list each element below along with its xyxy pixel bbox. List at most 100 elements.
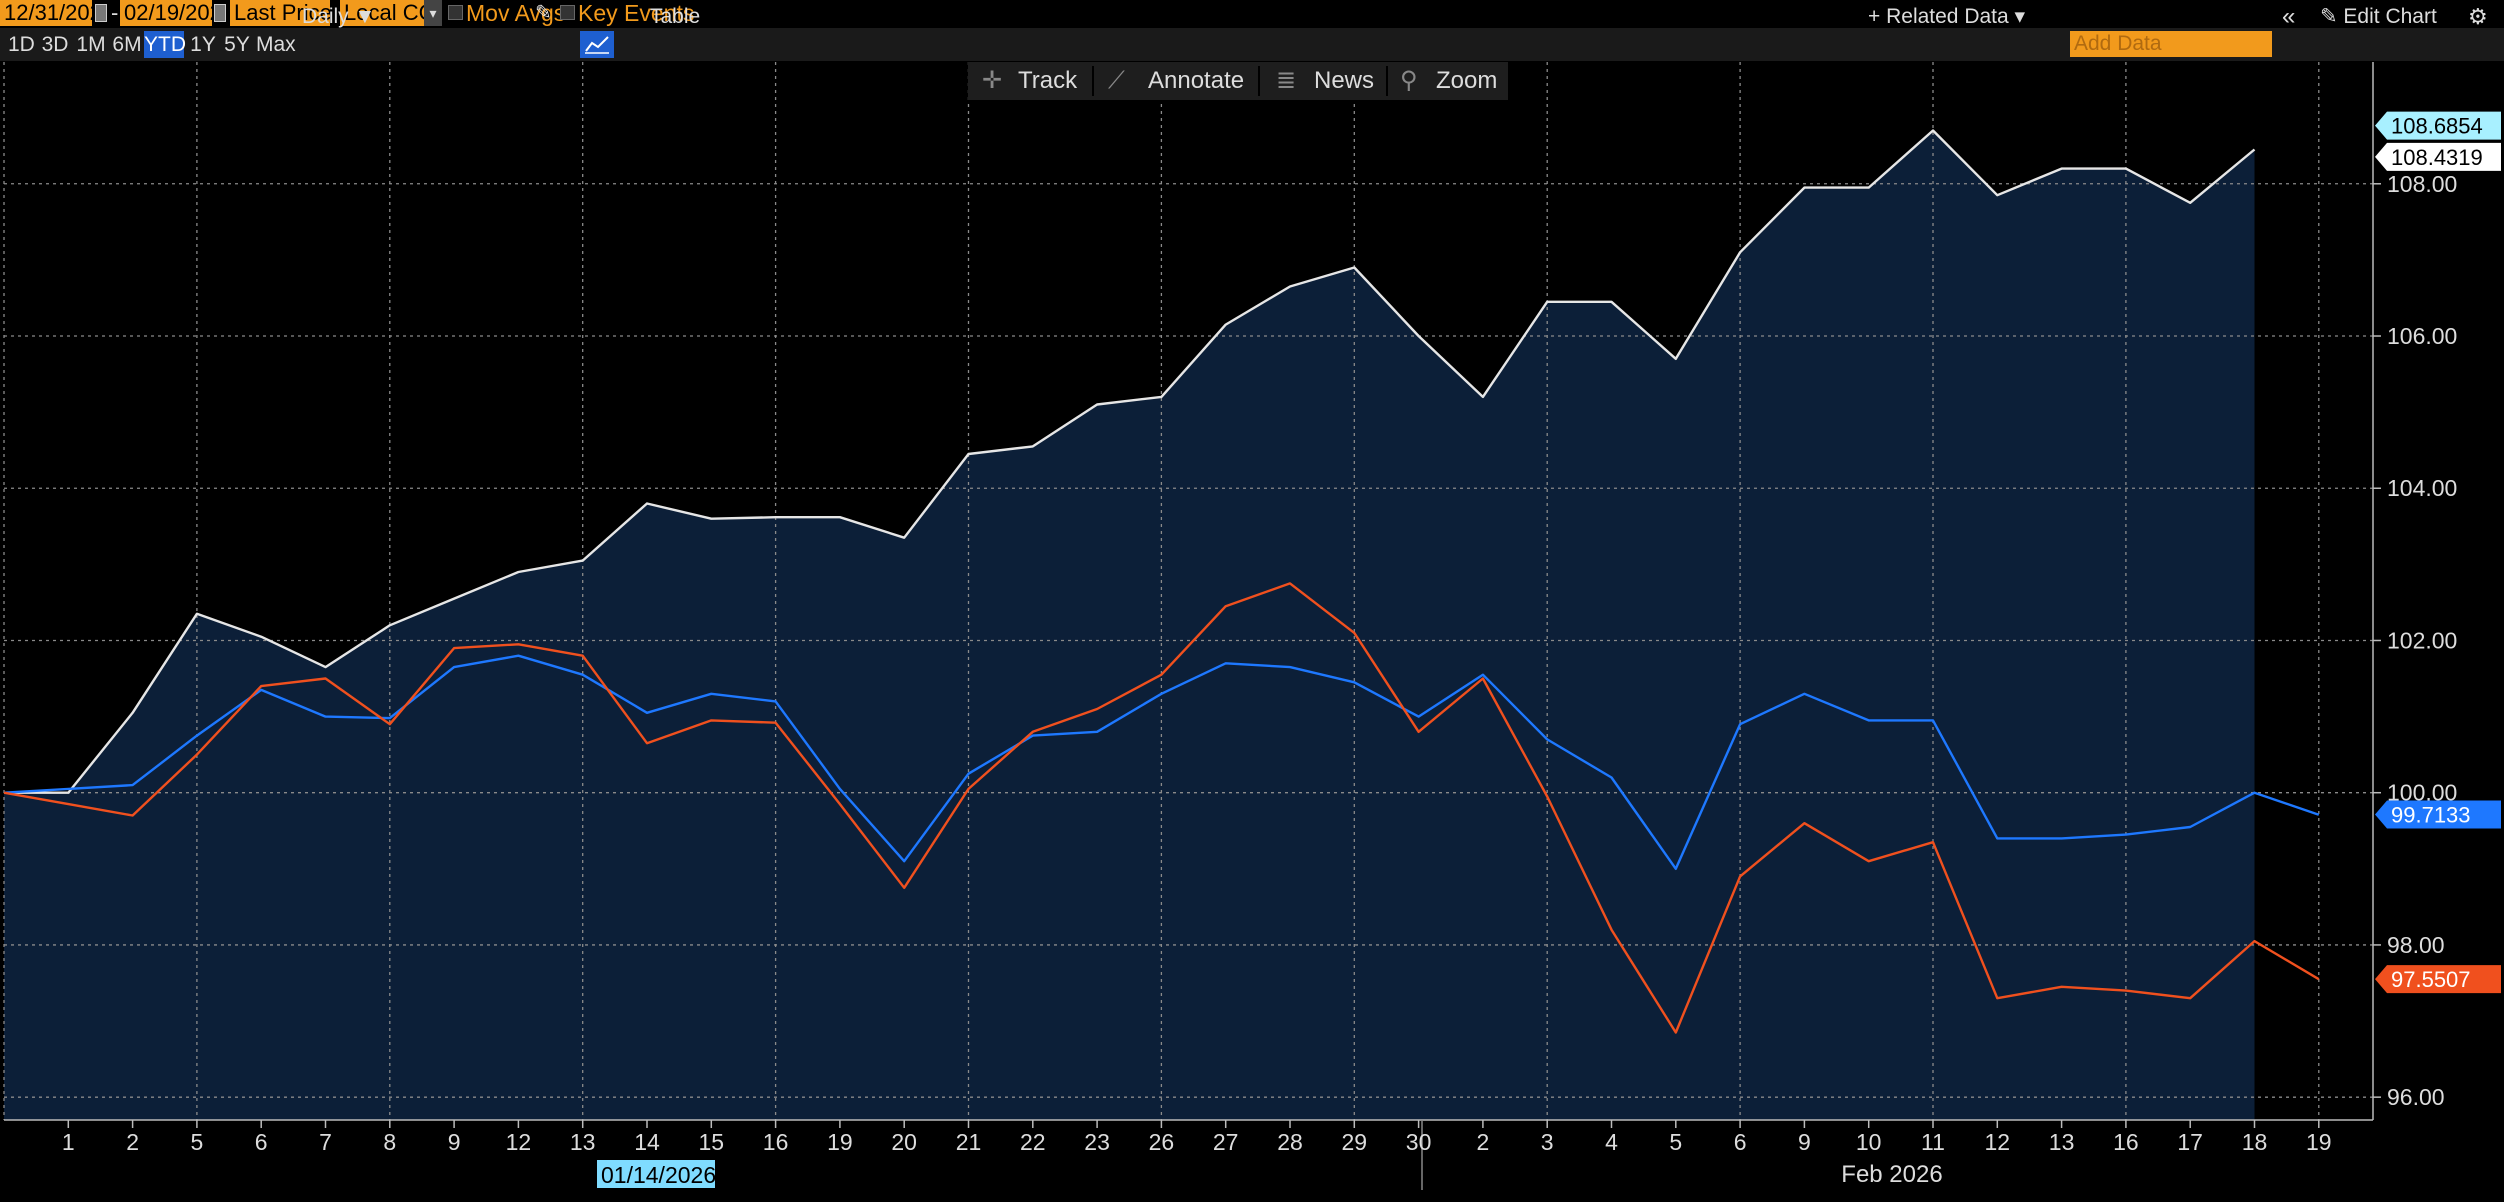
y-tick-label: 102.00 xyxy=(2387,627,2457,653)
x-tick-label: 14 xyxy=(634,1129,660,1155)
cursor-label-bg xyxy=(597,1160,715,1188)
price-tag-high-bg xyxy=(2375,111,2501,140)
x-tick-label: 19 xyxy=(827,1129,853,1155)
series-line-blue xyxy=(3,654,2320,870)
zoom-icon: ⚲ xyxy=(1400,67,1418,94)
price-tag-high: 108.6854 xyxy=(2391,114,2483,139)
price-tag-blue-bg xyxy=(2375,800,2501,829)
chevron-down-icon[interactable]: ▾ xyxy=(424,0,442,26)
mov-avgs-checkbox[interactable] xyxy=(448,5,463,20)
key-events-label[interactable]: Key Events xyxy=(578,0,695,26)
x-tick-label: 9 xyxy=(1798,1129,1811,1155)
mov-avgs-label[interactable]: Mov Avgs xyxy=(466,0,566,26)
x-tick-label: 23 xyxy=(1084,1129,1110,1155)
range-button-ytd[interactable]: YTD xyxy=(144,31,186,58)
x-tick-label: 6 xyxy=(1734,1129,1747,1155)
chart-tools: ✛ Track ⟋ Annotate ≣ News ⚲ Zoom xyxy=(968,62,1508,100)
x-tick-label: 26 xyxy=(1149,1129,1175,1155)
y-tick-label: 98.00 xyxy=(2387,932,2445,958)
x-tick-label: 9 xyxy=(448,1129,461,1155)
x-tick-label: 2 xyxy=(1477,1129,1490,1155)
x-tick-label: 5 xyxy=(1669,1129,1682,1155)
x-tick-label: 28 xyxy=(1277,1129,1303,1155)
x-tick-label: 13 xyxy=(2049,1129,2075,1155)
x-tick-label: 7 xyxy=(319,1129,332,1155)
start-date-field[interactable]: 12/31/2025 xyxy=(0,0,92,26)
x-tick-label: 8 xyxy=(383,1129,396,1155)
x-tick-label: 6 xyxy=(255,1129,268,1155)
x-tick-label: 11 xyxy=(1921,1129,1945,1155)
divider xyxy=(1258,66,1260,96)
x-tick-label: 16 xyxy=(2113,1129,2139,1155)
top-toolbar: 12/31/2025 - 02/19/2026 Last Price Local… xyxy=(0,0,2504,28)
x-tick-label: 30 xyxy=(1406,1129,1432,1155)
cursor-date-label: 01/14/2026 xyxy=(601,1162,716,1188)
y-tick-label: 96.00 xyxy=(2387,1084,2445,1110)
collapse-icon[interactable]: « xyxy=(2282,3,2296,30)
table-button[interactable]: Table xyxy=(650,5,701,28)
series-line-white xyxy=(4,129,2256,794)
end-date-field[interactable]: 02/19/2026 xyxy=(120,0,212,26)
price-tag-white-bg xyxy=(2375,142,2501,171)
news-icon: ≣ xyxy=(1276,67,1297,94)
price-tag-orange: 97.5507 xyxy=(2391,967,2471,992)
x-tick-label: 4 xyxy=(1605,1129,1618,1155)
annotate-button[interactable]: Annotate xyxy=(1148,67,1245,94)
x-tick-label: 2 xyxy=(126,1129,139,1155)
x-tick-label: 12 xyxy=(1985,1129,2011,1155)
related-data-button[interactable]: + Related Data ▾ xyxy=(1868,5,2026,28)
divider xyxy=(1092,66,1094,96)
x-tick-label: 16 xyxy=(763,1129,789,1155)
x-tick-label: 29 xyxy=(1342,1129,1368,1155)
x-tick-label: 17 xyxy=(2177,1129,2203,1155)
x-tick-label: 21 xyxy=(956,1129,982,1155)
range-button-max[interactable]: Max xyxy=(256,33,296,56)
frequency-select[interactable]: Daily ▼ xyxy=(302,5,376,28)
month-label: Feb 2026 xyxy=(1841,1161,1942,1188)
gear-icon[interactable]: ⚙ xyxy=(2468,4,2488,29)
range-button-1d[interactable]: 1D xyxy=(8,33,35,56)
annotate-icon: ⟋ xyxy=(1108,67,1125,94)
calendar-icon[interactable] xyxy=(214,4,226,22)
x-tick-label: 5 xyxy=(191,1129,204,1155)
price-tag-blue: 99.7133 xyxy=(2391,803,2471,828)
date-separator: - xyxy=(111,0,119,25)
y-tick-label: 104.00 xyxy=(2387,475,2457,501)
key-events-checkbox[interactable] xyxy=(560,5,575,20)
add-data-input[interactable]: Add Data xyxy=(2070,31,2272,57)
y-tick-label: 106.00 xyxy=(2387,323,2457,349)
range-button-6m[interactable]: 6M xyxy=(112,33,142,56)
crosshair-icon: ✛ xyxy=(982,67,1003,94)
x-tick-label: 20 xyxy=(891,1129,917,1155)
range-button-1y[interactable]: 1Y xyxy=(190,33,216,56)
price-tag-white: 108.4319 xyxy=(2391,145,2483,170)
range-button-5y[interactable]: 5Y xyxy=(224,33,250,56)
zoom-button[interactable]: Zoom xyxy=(1436,67,1498,94)
area-fill xyxy=(4,130,2255,1120)
range-button-1m[interactable]: 1M xyxy=(76,33,106,56)
track-button[interactable]: Track xyxy=(1018,67,1078,94)
edit-chart-button[interactable]: ✎ Edit Chart xyxy=(2320,5,2437,28)
x-tick-label: 13 xyxy=(570,1129,596,1155)
calendar-icon[interactable] xyxy=(95,4,107,22)
x-tick-label: 27 xyxy=(1213,1129,1239,1155)
news-button[interactable]: News xyxy=(1314,67,1375,94)
y-tick-label: 108.00 xyxy=(2387,171,2457,197)
line-chart-icon[interactable] xyxy=(580,31,614,58)
x-tick-label: 3 xyxy=(1541,1129,1554,1155)
x-tick-label: 19 xyxy=(2306,1129,2332,1155)
x-tick-label: 1 xyxy=(62,1129,75,1155)
x-tick-label: 15 xyxy=(699,1129,725,1155)
price-tag-orange-bg xyxy=(2375,965,2501,994)
x-tick-label: 10 xyxy=(1856,1129,1882,1155)
range-button-3d[interactable]: 3D xyxy=(41,33,69,56)
currency-select[interactable]: Local CCY xyxy=(340,0,424,26)
divider xyxy=(1386,66,1388,96)
field-select[interactable]: Last Price xyxy=(230,0,330,26)
series-line-orange xyxy=(3,582,2320,1034)
x-tick-label: 12 xyxy=(506,1129,532,1155)
pencil-icon[interactable]: ✎ xyxy=(535,2,552,24)
x-tick-label: 18 xyxy=(2242,1129,2268,1155)
x-tick-label: 22 xyxy=(1020,1129,1046,1155)
